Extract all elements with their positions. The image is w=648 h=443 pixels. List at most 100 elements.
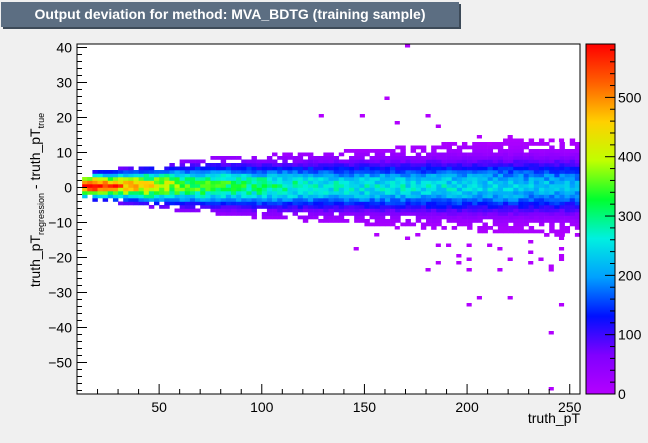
heatmap-cell-361 [236, 170, 242, 174]
heatmap-cell-1288 [477, 170, 483, 174]
heatmap-cell-93 [133, 177, 139, 181]
heatmap-cell-804 [364, 187, 370, 192]
heatmap-cell-1719 [564, 149, 571, 153]
heatmap-cell-319 [225, 205, 232, 209]
heatmap-cell-256 [205, 205, 211, 209]
heatmap-cell-1296 [477, 142, 483, 146]
heatmap-cell-1332 [487, 184, 494, 188]
heatmap-cell-130 [153, 198, 160, 202]
heatmap-cell-609 [313, 198, 319, 202]
heatmap-cell-1674 [559, 219, 565, 223]
heatmap-cell-732 [343, 163, 350, 167]
heatmap-cell-935 [395, 170, 401, 174]
heatmap-cell-984 [410, 208, 417, 213]
heatmap-cell-1037 [420, 173, 427, 178]
heatmap-cell-1644 [549, 149, 555, 153]
heatmap-cell-410 [251, 170, 257, 174]
heatmap-cell-200 [184, 208, 191, 213]
outlier-cell-7 [476, 135, 482, 139]
heatmap-cell-1635 [549, 180, 555, 185]
heatmap-cell-1406 [503, 191, 509, 195]
heatmap-cell-1546 [528, 152, 535, 157]
heatmap-cell-1396 [503, 226, 509, 230]
heatmap-cell-1262 [472, 173, 478, 178]
heatmap-cell-696 [333, 159, 340, 164]
heatmap-cell-195 [179, 173, 186, 178]
heatmap-cell-1209 [461, 201, 468, 206]
heatmap-cell-1217 [461, 173, 468, 178]
heatmap-cell-989 [410, 191, 417, 195]
heatmap-cell-241 [195, 163, 201, 167]
heatmap-cell-712 [338, 170, 345, 174]
heatmap-cell-396 [246, 159, 252, 164]
heatmap-cell-1598 [544, 233, 550, 237]
heatmap-cell-1418 [503, 149, 509, 153]
heatmap-cell-852 [374, 163, 381, 167]
heatmap-cell-1762 [574, 166, 581, 171]
heatmap-cell-406 [251, 184, 257, 188]
heatmap-cell-964 [405, 219, 411, 223]
heatmap-cell-343 [230, 177, 237, 181]
heatmap-cell-1569 [533, 156, 540, 160]
heatmap-cell-110 [143, 191, 150, 195]
heatmap-cell-1689 [559, 166, 565, 171]
heatmap-cell-1443 [508, 149, 514, 153]
heatmap-cell-251 [200, 177, 206, 181]
heatmap-cell-615 [313, 177, 319, 181]
heatmap-cell-1329 [487, 194, 494, 199]
heatmap-cell-201 [184, 205, 191, 209]
heatmap-cell-1743 [569, 138, 576, 143]
heatmap-cell-1698 [564, 226, 571, 230]
heatmap-cell-120 [148, 194, 155, 199]
heatmap-cell-606 [313, 208, 319, 213]
heatmap-cell-102 [138, 180, 145, 185]
heatmap-cell-1036 [420, 177, 427, 181]
heatmap-cell-74 [123, 166, 129, 171]
heatmap-cell-1565 [533, 170, 540, 174]
heatmap-cell-1684 [559, 184, 565, 188]
heatmap-cell-1255 [472, 198, 478, 202]
heatmap-cell-1360 [492, 173, 499, 178]
heatmap-cell-1147 [446, 173, 452, 178]
heatmap-cell-1033 [420, 187, 427, 192]
heatmap-cell-778 [359, 205, 365, 209]
heatmap-cell-363 [236, 163, 242, 167]
heatmap-cell-1677 [559, 208, 565, 213]
heatmap-cell-1702 [564, 208, 571, 213]
heatmap-cell-1163 [451, 201, 458, 206]
heatmap-cell-1050 [426, 205, 432, 209]
heatmap-cell-1751 [574, 205, 581, 209]
heatmap-cell-75 [128, 201, 134, 206]
heatmap-cell-1501 [523, 229, 529, 234]
heatmap-cell-610 [313, 194, 319, 199]
heatmap-cell-240 [195, 166, 201, 171]
heatmap-cell-893 [384, 170, 391, 174]
heatmap-cell-1480 [518, 208, 524, 213]
heatmap-cell-65 [123, 198, 129, 202]
heatmap-cell-1578 [538, 208, 545, 213]
heatmap-cell-1362 [492, 166, 499, 171]
heatmap-cell-41 [107, 180, 114, 185]
heatmap-cell-1041 [420, 159, 427, 164]
heatmap-cell-15 [92, 184, 98, 188]
heatmap-cell-701 [338, 208, 345, 213]
heatmap-cell-621 [313, 156, 319, 160]
heatmap-cell-581 [302, 166, 309, 171]
heatmap-cell-362 [236, 166, 242, 171]
heatmap-cell-392 [246, 173, 252, 178]
heatmap-cell-433 [261, 198, 268, 202]
heatmap-cell-853 [374, 159, 381, 164]
heatmap-cell-649 [323, 187, 329, 192]
heatmap-cell-685 [333, 198, 340, 202]
heatmap-cell-1348 [492, 215, 499, 220]
heatmap-cell-1436 [508, 173, 514, 178]
heatmap-cell-1701 [564, 212, 571, 216]
heatmap-cell-1112 [441, 226, 447, 230]
heatmap-cell-185 [179, 208, 186, 213]
heatmap-cell-663 [328, 208, 334, 213]
heatmap-cell-186 [179, 205, 186, 209]
heatmap-cell-1625 [549, 215, 555, 220]
heatmap-cell-137 [153, 173, 160, 178]
heatmap-cell-1683 [559, 187, 565, 192]
heatmap-cell-369 [241, 198, 247, 202]
